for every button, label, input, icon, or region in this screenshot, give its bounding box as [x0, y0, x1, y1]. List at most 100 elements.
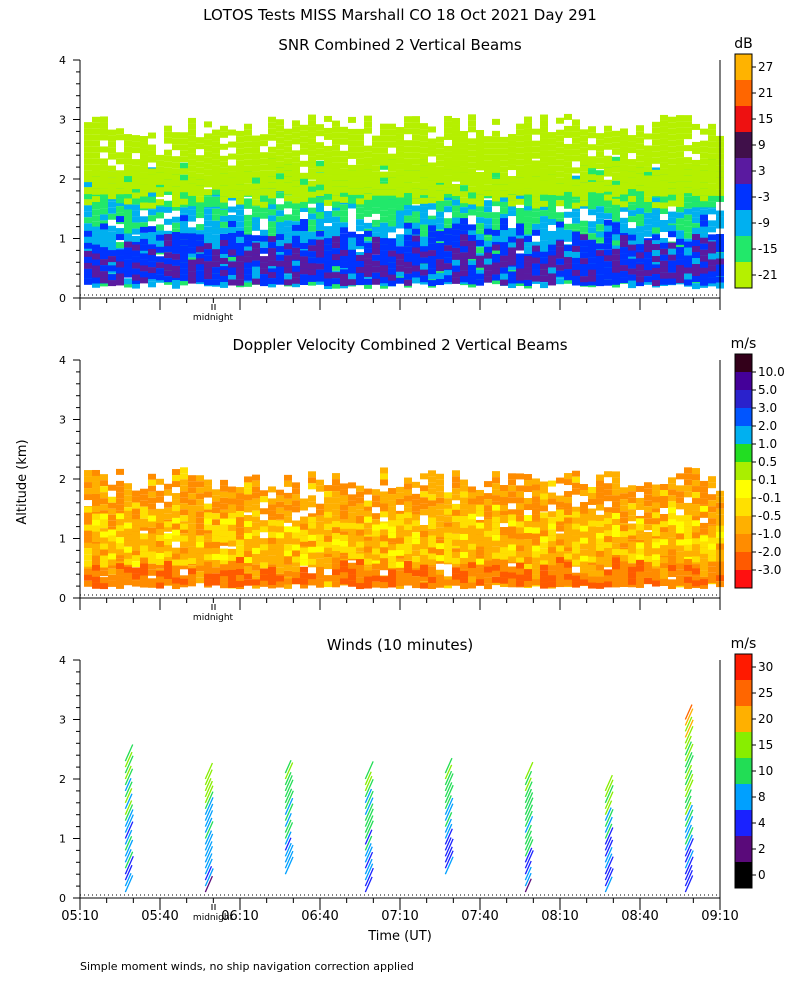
- heatmap-cell: [244, 506, 252, 513]
- heatmap-cell: [172, 204, 180, 211]
- heatmap-cell: [444, 234, 452, 241]
- heatmap-cell: [476, 217, 484, 224]
- heatmap-cell: [316, 245, 324, 252]
- heatmap-cell: [428, 482, 436, 489]
- heatmap-cell: [252, 248, 260, 255]
- heatmap-cell: [620, 188, 628, 195]
- heatmap-cell: [572, 190, 580, 197]
- heatmap-cell: [596, 170, 604, 177]
- heatmap-cell: [236, 136, 244, 143]
- heatmap-cell: [172, 174, 180, 181]
- heatmap-cell: [516, 503, 524, 510]
- heatmap-cell: [444, 121, 452, 128]
- heatmap-cell: [708, 183, 716, 190]
- heatmap-cell: [388, 280, 396, 287]
- heatmap-cell: [428, 244, 436, 251]
- heatmap-cell: [636, 143, 644, 150]
- heatmap-cell: [404, 483, 412, 490]
- heatmap-cell: [636, 179, 644, 186]
- heatmap-cell: [452, 482, 460, 489]
- heatmap-cell: [620, 241, 628, 248]
- heatmap-cell: [212, 279, 220, 286]
- heatmap-cell: [444, 115, 452, 122]
- heatmap-cell: [292, 277, 300, 284]
- heatmap-cell: [668, 152, 676, 159]
- heatmap-cell: [684, 255, 692, 262]
- heatmap-cell: [436, 136, 444, 143]
- heatmap-cell: [628, 147, 636, 154]
- heatmap-cell: [460, 230, 468, 237]
- heatmap-cell: [540, 282, 548, 289]
- heatmap-cell: [84, 230, 92, 237]
- heatmap-cell: [708, 277, 716, 284]
- heatmap-cell: [148, 232, 156, 239]
- heatmap-cell: [436, 211, 444, 218]
- heatmap-cell: [380, 159, 388, 166]
- heatmap-cell: [108, 177, 116, 184]
- heatmap-cell: [204, 175, 212, 182]
- heatmap-cell: [452, 193, 460, 200]
- heatmap-cell: [588, 156, 596, 163]
- heatmap-cell: [420, 236, 428, 243]
- heatmap-cell: [532, 196, 540, 203]
- heatmap-cell: [204, 255, 212, 262]
- heatmap-cell: [196, 571, 204, 578]
- heatmap-cell: [444, 516, 452, 523]
- heatmap-cell: [692, 159, 700, 166]
- heatmap-cell: [572, 279, 580, 286]
- heatmap-cell: [92, 553, 100, 560]
- heatmap-cell: [604, 125, 612, 132]
- heatmap-cell: [316, 503, 324, 510]
- heatmap-cell: [660, 248, 668, 255]
- heatmap-cell: [620, 128, 628, 135]
- heatmap-cell: [132, 222, 140, 229]
- heatmap-cell: [428, 262, 436, 269]
- heatmap-cell: [452, 259, 460, 266]
- heatmap-cell: [172, 247, 180, 254]
- heatmap-cell: [708, 566, 716, 573]
- heatmap-cell: [676, 157, 684, 164]
- heatmap-cell: [468, 180, 476, 187]
- heatmap-cell: [364, 127, 372, 134]
- heatmap-cell: [204, 189, 212, 196]
- heatmap-cell: [348, 128, 356, 135]
- heatmap-cell: [588, 132, 596, 139]
- heatmap-cell: [148, 503, 156, 510]
- heatmap-cell: [180, 279, 188, 286]
- heatmap-cell: [572, 202, 580, 209]
- heatmap-cell: [500, 261, 508, 268]
- heatmap-cell: [300, 142, 308, 149]
- heatmap-cell: [484, 166, 492, 173]
- heatmap-cell: [220, 161, 228, 168]
- heatmap-cell: [292, 494, 300, 501]
- heatmap-cell: [708, 159, 716, 166]
- heatmap-cell: [596, 181, 604, 188]
- heatmap-cell: [404, 122, 412, 129]
- heatmap-cell: [700, 480, 708, 487]
- heatmap-cell: [484, 258, 492, 265]
- panel-title: SNR Combined 2 Vertical Beams: [278, 36, 521, 54]
- heatmap-cell: [132, 186, 140, 193]
- heatmap-cell: [420, 206, 428, 213]
- heatmap-cell: [316, 148, 324, 155]
- heatmap-cell: [236, 227, 244, 234]
- heatmap-cell: [196, 230, 204, 237]
- heatmap-cell: [348, 176, 356, 183]
- heatmap-cell: [588, 233, 596, 240]
- heatmap-cell: [180, 256, 188, 263]
- heatmap-cell: [572, 131, 580, 138]
- heatmap-cell: [476, 172, 484, 179]
- heatmap-cell: [284, 140, 292, 147]
- heatmap-cell: [108, 502, 116, 509]
- heatmap-cell: [372, 236, 380, 243]
- heatmap-cell: [596, 268, 604, 275]
- heatmap-cell: [212, 495, 220, 502]
- heatmap-cell: [164, 131, 172, 138]
- heatmap-cell: [428, 219, 436, 226]
- heatmap-cell: [644, 218, 652, 225]
- heatmap-cell: [516, 141, 524, 148]
- heatmap-cell: [668, 211, 676, 218]
- heatmap-cell: [668, 176, 676, 183]
- heatmap-cell: [636, 503, 644, 510]
- heatmap-cell: [532, 164, 540, 171]
